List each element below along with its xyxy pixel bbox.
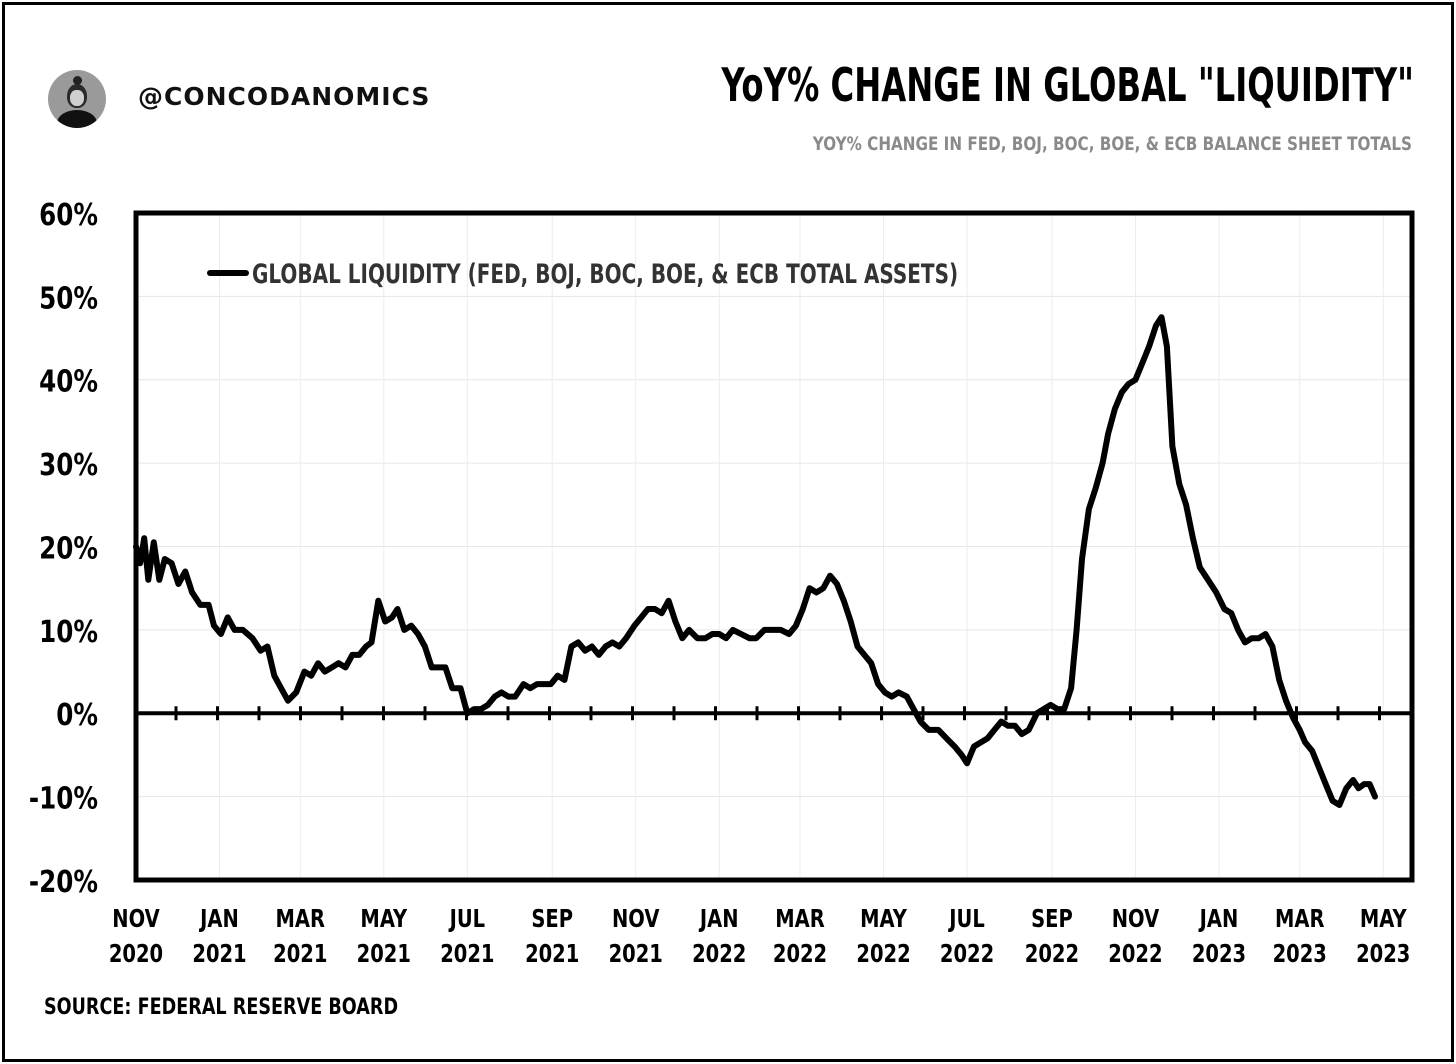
x-tick-label: JAN xyxy=(698,905,738,934)
x-tick-label: 2022 xyxy=(1025,940,1079,969)
x-tick-label: 2021 xyxy=(525,940,579,969)
x-tick-label: MAR xyxy=(775,905,824,934)
x-tick-label: NOV xyxy=(612,905,660,934)
x-tick-label: 2022 xyxy=(1108,940,1162,969)
x-tick-label: SEP xyxy=(1031,905,1073,934)
x-tick-label: SEP xyxy=(531,905,573,934)
y-tick-label: -10% xyxy=(29,782,98,816)
y-tick-label: 0% xyxy=(56,699,98,733)
x-tick-label: 2021 xyxy=(273,940,327,969)
chart-title: YoY% CHANGE IN GLOBAL "LIQUIDITY" xyxy=(721,58,1414,112)
chart-subtitle: YOY% CHANGE IN FED, BOJ, BOC, BOE, & ECB… xyxy=(812,133,1412,155)
legend-label: GLOBAL LIQUIDITY (FED, BOJ, BOC, BOE, & … xyxy=(252,258,958,290)
plot-border xyxy=(133,210,1415,883)
author-handle: @CONCODANOMICS xyxy=(138,82,431,111)
x-tick-label: 2022 xyxy=(773,940,827,969)
x-tick-label: 2021 xyxy=(357,940,411,969)
x-tick-label: 2020 xyxy=(109,940,163,969)
x-tick-label: JUL xyxy=(448,905,485,934)
x-tick-label: 2022 xyxy=(692,940,746,969)
x-tick-label: 2021 xyxy=(192,940,246,969)
y-tick-label: 60% xyxy=(39,199,98,233)
x-tick-label: 2023 xyxy=(1273,940,1327,969)
y-tick-label: 30% xyxy=(39,449,98,483)
x-tick-label: JAN xyxy=(198,905,238,934)
x-tick-label: MAR xyxy=(276,905,325,934)
x-tick-label: MAY xyxy=(860,905,907,934)
x-tick-label: NOV xyxy=(112,905,160,934)
y-tick-label: 10% xyxy=(39,616,98,650)
x-tick-label: 2022 xyxy=(856,940,910,969)
y-tick-label: 20% xyxy=(39,532,98,566)
x-tick-label: 2021 xyxy=(440,940,494,969)
x-tick-label: MAY xyxy=(360,905,407,934)
x-tick-label: 2023 xyxy=(1192,940,1246,969)
x-tick-label: 2021 xyxy=(609,940,663,969)
x-tick-label: MAR xyxy=(1275,905,1324,934)
x-tick-label: JUL xyxy=(948,905,985,934)
series-line xyxy=(133,314,1378,808)
author-avatar xyxy=(48,70,106,128)
x-tick-label: NOV xyxy=(1112,905,1160,934)
x-tick-label: JAN xyxy=(1198,905,1238,934)
x-tick-label: MAY xyxy=(1360,905,1407,934)
y-tick-label: 40% xyxy=(39,366,98,400)
y-tick-label: 50% xyxy=(39,282,98,316)
y-tick-label: -20% xyxy=(29,866,98,900)
source-note: SOURCE: FEDERAL RESERVE BOARD xyxy=(44,995,399,1020)
x-tick-label: 2022 xyxy=(940,940,994,969)
x-tick-label: 2023 xyxy=(1356,940,1410,969)
